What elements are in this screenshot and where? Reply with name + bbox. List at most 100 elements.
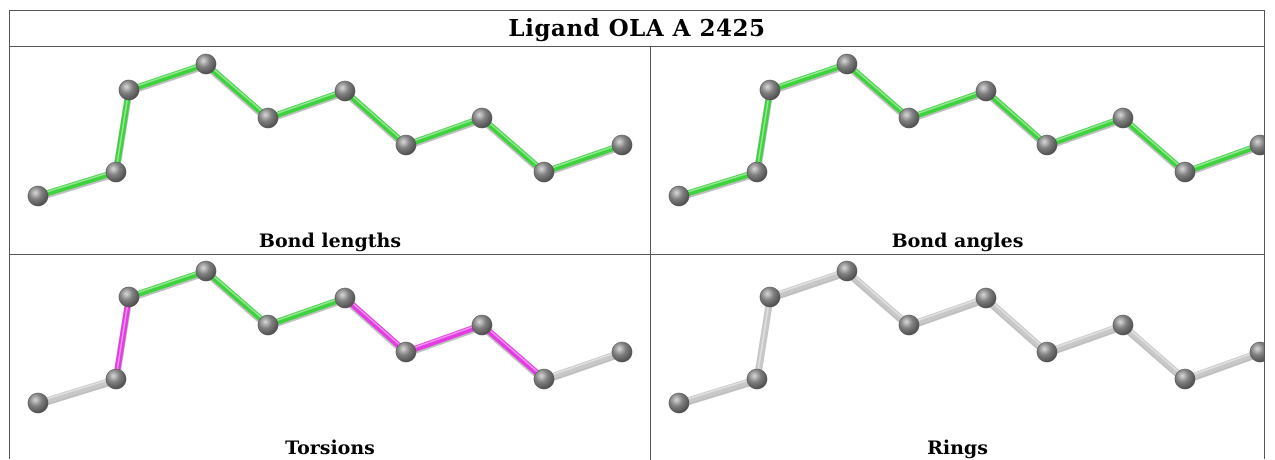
bond-highlight xyxy=(769,268,848,297)
atom-4 xyxy=(195,53,217,75)
column-divider xyxy=(650,47,651,460)
bond-highlight xyxy=(1046,322,1124,352)
bond-8 xyxy=(1120,322,1188,382)
atom-7 xyxy=(1036,134,1058,156)
bond-9 xyxy=(1182,349,1263,382)
bond-9 xyxy=(1182,142,1263,175)
atom-7 xyxy=(1036,341,1058,363)
bond-highlight xyxy=(128,61,207,90)
bond-1 xyxy=(35,169,119,199)
atom-3 xyxy=(759,79,781,101)
bond-highlight xyxy=(678,169,758,196)
atom-7 xyxy=(395,341,417,363)
atom-3 xyxy=(759,286,781,308)
bond-highlight xyxy=(481,115,545,172)
bond-highlight xyxy=(985,88,1048,145)
atom-4 xyxy=(836,53,858,75)
atom-2 xyxy=(105,368,127,390)
bond-highlight xyxy=(543,349,623,379)
bond-2 xyxy=(754,294,773,382)
atom-2 xyxy=(746,161,768,183)
bond-highlight xyxy=(115,87,130,172)
bond-highlight xyxy=(37,169,117,196)
bond-highlight xyxy=(846,61,910,118)
atom-3 xyxy=(118,286,140,308)
bond-highlight xyxy=(405,322,483,352)
bond-8 xyxy=(1120,115,1188,175)
bond-highlight xyxy=(908,295,987,325)
atom-6 xyxy=(975,80,997,102)
atom-8 xyxy=(471,107,493,129)
caption-rings: Rings xyxy=(927,437,988,459)
atom-1 xyxy=(668,185,690,207)
atom-8 xyxy=(471,314,493,336)
atom-10 xyxy=(1249,341,1264,363)
atom-10 xyxy=(1249,134,1264,156)
bond-highlight xyxy=(1184,349,1261,379)
panel-torsions: Torsions xyxy=(10,255,650,460)
atom-6 xyxy=(334,287,356,309)
bond-highlight xyxy=(128,268,207,297)
atom-6 xyxy=(334,80,356,102)
bond-6 xyxy=(342,88,409,148)
ligand-validation-table: Ligand OLA A 2425 Bond lengths Bond angl… xyxy=(9,10,1265,460)
atom-10 xyxy=(611,134,633,156)
atom-1 xyxy=(668,392,690,414)
atom-5 xyxy=(898,314,920,336)
bond-9 xyxy=(541,142,625,175)
bond-3 xyxy=(126,61,209,93)
atom-5 xyxy=(257,314,279,336)
bond-3 xyxy=(767,268,850,300)
bond-6 xyxy=(983,295,1050,355)
bond-1 xyxy=(676,376,760,406)
bond-highlight xyxy=(115,294,130,379)
atom-2 xyxy=(746,368,768,390)
bond-5 xyxy=(906,295,989,328)
atom-10 xyxy=(611,341,633,363)
atom-5 xyxy=(257,107,279,129)
bond-7 xyxy=(1044,322,1126,355)
bond-highlight xyxy=(405,115,483,145)
bond-3 xyxy=(126,268,209,300)
bond-highlight xyxy=(908,88,987,118)
bond-highlight xyxy=(205,268,269,325)
caption-bond-angles: Bond angles xyxy=(891,230,1024,252)
atom-1 xyxy=(27,392,49,414)
bond-6 xyxy=(342,295,409,355)
atom-2 xyxy=(105,161,127,183)
atom-9 xyxy=(533,161,555,183)
bond-8 xyxy=(479,115,547,175)
bond-4 xyxy=(203,61,271,121)
bond-highlight xyxy=(205,61,269,118)
bond-6 xyxy=(983,88,1050,148)
atom-6 xyxy=(975,287,997,309)
bond-highlight xyxy=(985,295,1048,352)
caption-torsions: Torsions xyxy=(285,437,375,459)
bond-4 xyxy=(844,61,912,121)
bond-highlight xyxy=(267,295,346,325)
bond-highlight xyxy=(1184,142,1261,172)
panel-rings: Rings xyxy=(651,255,1264,460)
molecule-diagram-torsions xyxy=(27,260,633,414)
ligand-title: Ligand OLA A 2425 xyxy=(508,15,766,42)
molecule-diagram-rings xyxy=(668,260,1264,414)
bond-highlight xyxy=(344,295,407,352)
molecule-diagram-bond-lengths xyxy=(27,53,633,207)
bond-7 xyxy=(403,115,485,148)
panel-bond-lengths: Bond lengths xyxy=(10,48,650,254)
bond-4 xyxy=(844,268,912,328)
bond-7 xyxy=(1044,115,1126,148)
bond-9 xyxy=(541,349,625,382)
bond-highlight xyxy=(678,376,758,403)
bond-1 xyxy=(676,169,760,199)
bond-highlight xyxy=(267,88,346,118)
bond-7 xyxy=(403,322,485,355)
bond-highlight xyxy=(769,61,848,90)
bond-2 xyxy=(754,87,773,175)
title-row: Ligand OLA A 2425 xyxy=(10,11,1264,47)
caption-bond-lengths: Bond lengths xyxy=(258,230,402,252)
bond-highlight xyxy=(344,88,407,145)
bond-highlight xyxy=(1046,115,1124,145)
atom-9 xyxy=(533,368,555,390)
bond-5 xyxy=(265,88,348,121)
